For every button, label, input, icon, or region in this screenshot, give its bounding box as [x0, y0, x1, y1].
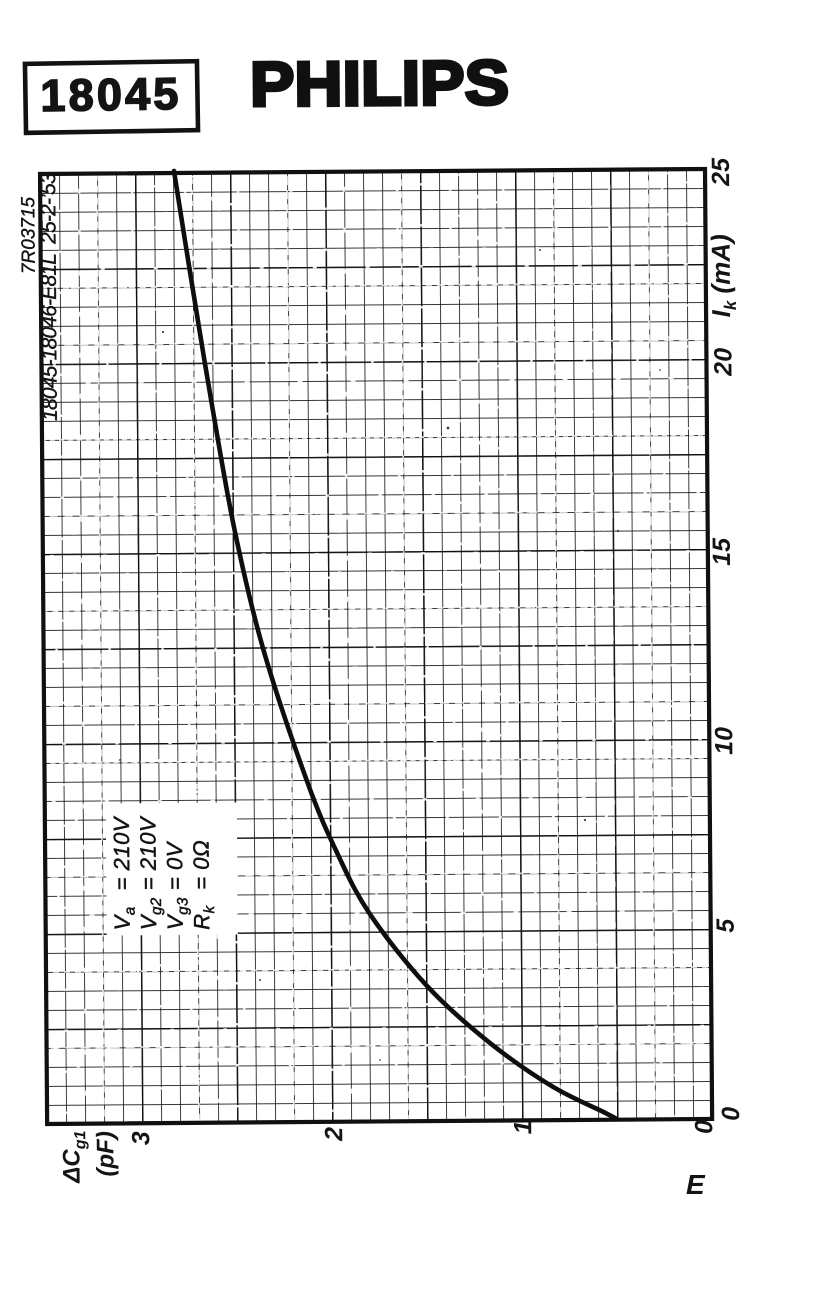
svg-text:18045: 18045 [40, 68, 182, 121]
svg-text:5: 5 [712, 918, 740, 933]
svg-text:Vg2= 210V: Vg2= 210V [135, 815, 165, 930]
svg-text:(pF): (pF) [92, 1131, 119, 1177]
svg-text:E: E [686, 1169, 706, 1200]
svg-text:10: 10 [710, 727, 738, 755]
svg-text:25: 25 [707, 157, 735, 187]
svg-text:3: 3 [127, 1131, 155, 1145]
svg-text:0: 0 [690, 1120, 718, 1134]
svg-text:0: 0 [717, 1107, 745, 1121]
svg-text:15: 15 [708, 537, 736, 566]
svg-text:20: 20 [709, 348, 737, 377]
svg-text:7R03715: 7R03715 [18, 196, 40, 274]
svg-text:Vg3= 0V: Vg3= 0V [162, 840, 192, 930]
svg-text:18045-18046-E81L 25-2-’53: 18045-18046-E81L 25-2-’53 [37, 172, 62, 421]
svg-text:1: 1 [509, 1120, 537, 1134]
svg-text:Ik (mA): Ik (mA) [705, 234, 740, 317]
svg-text:Rk= 0Ω: Rk= 0Ω [189, 840, 219, 930]
svg-text:2: 2 [320, 1127, 348, 1142]
svg-text:PHILIPS: PHILIPS [250, 48, 509, 120]
